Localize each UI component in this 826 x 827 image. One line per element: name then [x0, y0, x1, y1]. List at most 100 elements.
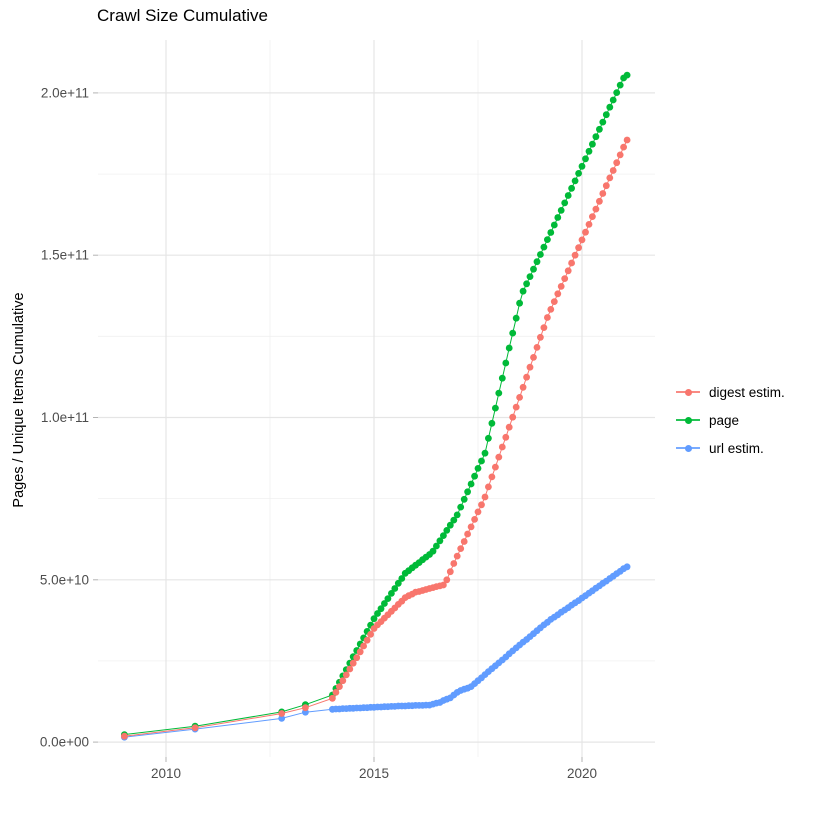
- data-point: [460, 495, 468, 503]
- data-point: [602, 111, 610, 119]
- data-point: [544, 236, 551, 244]
- data-point: [550, 298, 558, 305]
- data-point: [471, 516, 478, 523]
- data-point: [585, 221, 593, 228]
- data-point: [485, 483, 492, 491]
- x-tick-label: 2010: [151, 766, 181, 781]
- data-point: [568, 184, 575, 192]
- data-point: [363, 636, 371, 644]
- data-point: [516, 299, 523, 307]
- data-point: [467, 523, 475, 531]
- data-point: [616, 151, 624, 159]
- data-point: [589, 140, 596, 148]
- data-point: [457, 503, 465, 511]
- data-point: [353, 654, 361, 662]
- series-url-estim: [121, 563, 631, 741]
- data-point: [302, 704, 309, 712]
- data-point: [492, 463, 499, 471]
- data-point: [381, 600, 388, 607]
- legend-item-page: page: [676, 413, 785, 428]
- data-point: [440, 532, 447, 539]
- data-point: [367, 630, 374, 638]
- data-point: [467, 480, 475, 488]
- data-point: [440, 581, 447, 589]
- data-point: [481, 449, 489, 457]
- data-point: [592, 205, 600, 213]
- data-point: [505, 423, 513, 431]
- data-point: [488, 473, 496, 481]
- data-point: [346, 665, 354, 673]
- data-point: [526, 363, 534, 371]
- series-digest-estim: [121, 136, 631, 740]
- data-point: [278, 710, 286, 717]
- data-point: [550, 221, 558, 229]
- y-tick-label: 1.0e+11: [41, 410, 89, 425]
- data-point: [554, 290, 562, 298]
- data-point: [537, 333, 544, 341]
- data-point: [578, 162, 586, 170]
- data-point: [512, 403, 520, 411]
- legend-item-url-estim: url estim.: [676, 440, 785, 456]
- data-point: [516, 394, 523, 401]
- data-point: [519, 287, 527, 295]
- data-point: [391, 585, 399, 592]
- data-point: [599, 118, 607, 126]
- data-point: [356, 648, 364, 656]
- data-point: [502, 359, 510, 367]
- data-point: [488, 419, 496, 427]
- data-point: [502, 433, 510, 441]
- data-point: [530, 354, 537, 361]
- data-point: [557, 207, 565, 214]
- legend-key-page: [676, 413, 700, 427]
- data-point: [443, 527, 451, 534]
- legend-label: digest estim.: [709, 384, 785, 400]
- data-point: [530, 265, 537, 273]
- data-point: [495, 453, 503, 461]
- data-point: [613, 159, 621, 167]
- data-point: [526, 273, 534, 280]
- data-point: [596, 197, 603, 205]
- series-page: [121, 71, 631, 738]
- data-point: [599, 190, 607, 197]
- data-point: [329, 694, 336, 702]
- data-point: [443, 576, 451, 584]
- data-point: [453, 511, 461, 519]
- data-point: [544, 314, 551, 321]
- data-point: [492, 404, 499, 412]
- data-point: [495, 389, 503, 397]
- data-point: [450, 560, 458, 567]
- data-point: [571, 177, 579, 185]
- y-tick-label: 5.0e+10: [40, 572, 89, 587]
- data-point: [433, 542, 440, 550]
- y-axis-title: Pages / Unique Items Cumulative: [11, 292, 27, 508]
- data-point: [478, 457, 485, 465]
- legend-point-swatch: [684, 388, 692, 396]
- legend: digest estim. page url estim.: [676, 384, 785, 456]
- data-point: [606, 103, 614, 111]
- data-point: [191, 724, 199, 732]
- data-point: [561, 199, 569, 207]
- data-point: [478, 501, 485, 509]
- data-point: [512, 314, 520, 322]
- legend-point-swatch: [684, 416, 692, 424]
- data-point: [464, 530, 471, 538]
- data-point: [523, 373, 530, 381]
- data-point: [398, 575, 406, 582]
- legend-label: url estim.: [709, 440, 764, 456]
- data-point: [498, 374, 506, 382]
- data-point: [464, 488, 471, 496]
- data-point: [609, 96, 617, 104]
- data-point: [564, 267, 572, 275]
- data-point: [446, 521, 454, 529]
- data-point: [609, 167, 617, 174]
- data-point: [547, 306, 555, 313]
- data-point: [436, 537, 444, 545]
- data-point: [474, 465, 482, 472]
- data-point: [384, 595, 392, 602]
- data-point: [509, 413, 517, 421]
- data-point: [533, 344, 541, 351]
- data-point: [278, 715, 286, 722]
- data-point: [616, 81, 624, 89]
- data-point: [377, 605, 385, 613]
